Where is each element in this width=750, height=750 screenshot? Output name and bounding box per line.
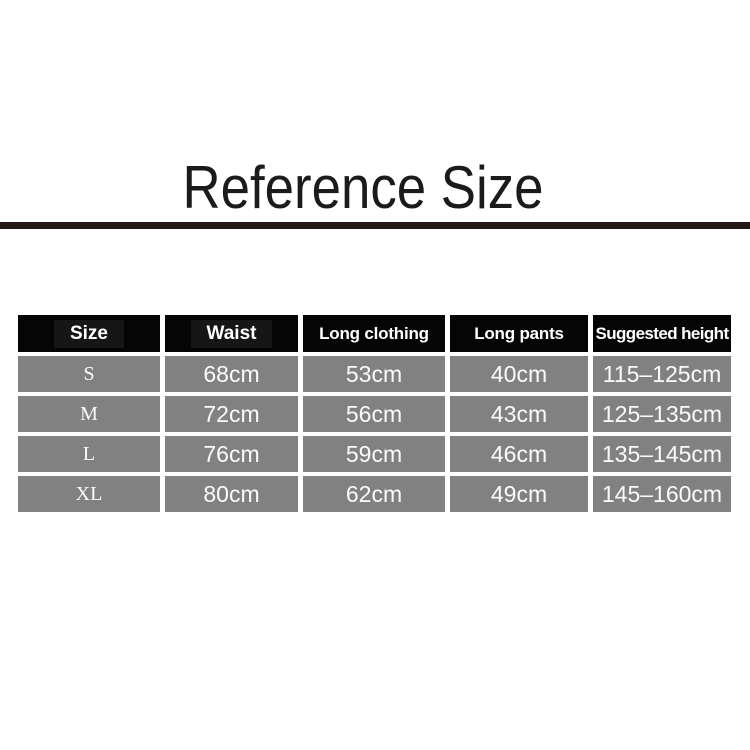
- column-header-long-clothing-label: Long clothing: [319, 323, 429, 343]
- column-header-long-clothing: Long clothing: [303, 315, 445, 352]
- table-row-xl-size: XL: [18, 476, 160, 512]
- table-row-m-long-pants: 43cm: [450, 396, 588, 432]
- page-title: Reference Size: [182, 154, 544, 221]
- table-row-s-waist: 68cm: [165, 356, 298, 392]
- table-row-m-long-clothing: 56cm: [303, 396, 445, 432]
- table-row-l-size: L: [18, 436, 160, 472]
- table-row-l-waist: 76cm: [165, 436, 298, 472]
- column-header-long-pants-label: Long pants: [474, 323, 564, 343]
- table-row-l-suggested-height: 135–145cm: [593, 436, 731, 472]
- column-header-waist-label: Waist: [190, 319, 273, 348]
- table-row-s-long-pants: 40cm: [450, 356, 588, 392]
- table-row-l-long-clothing: 59cm: [303, 436, 445, 472]
- table-row-s-long-clothing: 53cm: [303, 356, 445, 392]
- table-row-xl-suggested-height: 145–160cm: [593, 476, 731, 512]
- column-header-waist: Waist: [165, 315, 298, 352]
- column-header-size: Size: [18, 315, 160, 352]
- table-row-m-size: M: [18, 396, 160, 432]
- table-row-l-long-pants: 46cm: [450, 436, 588, 472]
- table-row-m-waist: 72cm: [165, 396, 298, 432]
- table-row-xl-long-clothing: 62cm: [303, 476, 445, 512]
- title-divider-bar: [0, 222, 750, 229]
- table-row-xl-long-pants: 49cm: [450, 476, 588, 512]
- column-header-size-label: Size: [53, 319, 125, 348]
- column-header-long-pants: Long pants: [450, 315, 588, 352]
- table-row-xl-waist: 80cm: [165, 476, 298, 512]
- column-header-suggested-height-label: Suggested height: [595, 323, 729, 343]
- column-header-suggested-height: Suggested height: [593, 315, 731, 352]
- table-row-m-suggested-height: 125–135cm: [593, 396, 731, 432]
- size-table: Size Waist Long clothing Long pants Sugg…: [18, 315, 731, 512]
- table-row-s-size: S: [18, 356, 160, 392]
- table-row-s-suggested-height: 115–125cm: [593, 356, 731, 392]
